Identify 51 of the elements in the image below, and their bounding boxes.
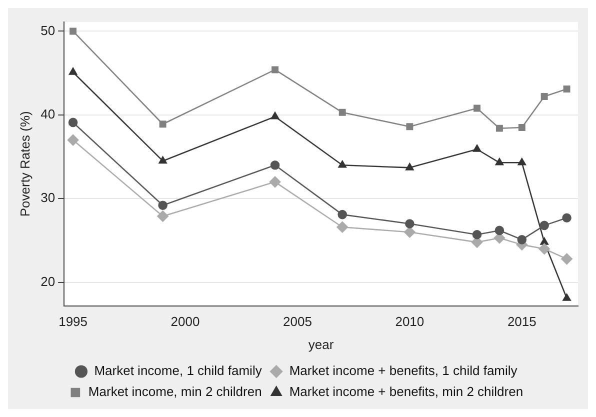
point (494, 226, 504, 236)
y-tick-label: 20 (40, 274, 56, 289)
point (338, 108, 346, 116)
legend-label: Market income + benefits, 1 child family (289, 363, 518, 378)
point (270, 112, 280, 120)
point (540, 93, 548, 100)
point (336, 221, 348, 233)
point (496, 124, 503, 132)
x-axis-title: year (308, 336, 334, 352)
point (517, 235, 527, 244)
legend-label: Market income + benefits, min 2 children (289, 384, 524, 400)
point (269, 176, 281, 188)
point (158, 200, 168, 210)
point (157, 210, 168, 222)
point (472, 230, 482, 240)
point (472, 144, 482, 152)
y-tick-label: 50 (40, 22, 56, 38)
point (406, 123, 414, 130)
x-tick-label: 2005 (283, 314, 312, 330)
point (562, 213, 572, 223)
point (474, 104, 480, 112)
point (70, 28, 77, 35)
point (68, 118, 78, 128)
x-tick-label: 2010 (395, 314, 424, 330)
point (540, 220, 549, 230)
y-tick-label: 40 (40, 106, 56, 122)
point (67, 134, 79, 146)
point (338, 210, 347, 220)
x-tick-label: 2015 (507, 314, 536, 330)
point (338, 160, 346, 168)
point (518, 124, 526, 131)
point (561, 253, 572, 265)
y-tick-label: 30 (40, 190, 56, 206)
point (538, 243, 550, 255)
y-axis-title: Poverty Rates (%) (17, 111, 32, 217)
point (158, 156, 167, 164)
point (540, 238, 548, 245)
legend-label: Market income, min 2 children (88, 384, 262, 400)
point (159, 120, 166, 128)
point (563, 85, 570, 92)
point (405, 219, 414, 228)
x-tick-label: 2000 (170, 314, 200, 330)
point (272, 66, 278, 74)
point (406, 163, 414, 170)
point (270, 160, 280, 170)
point (68, 68, 78, 75)
point (495, 158, 504, 166)
point (562, 294, 571, 301)
point (518, 158, 526, 166)
x-tick-label: 1995 (58, 314, 88, 330)
legend-label: Market income, 1 child family (94, 363, 262, 378)
